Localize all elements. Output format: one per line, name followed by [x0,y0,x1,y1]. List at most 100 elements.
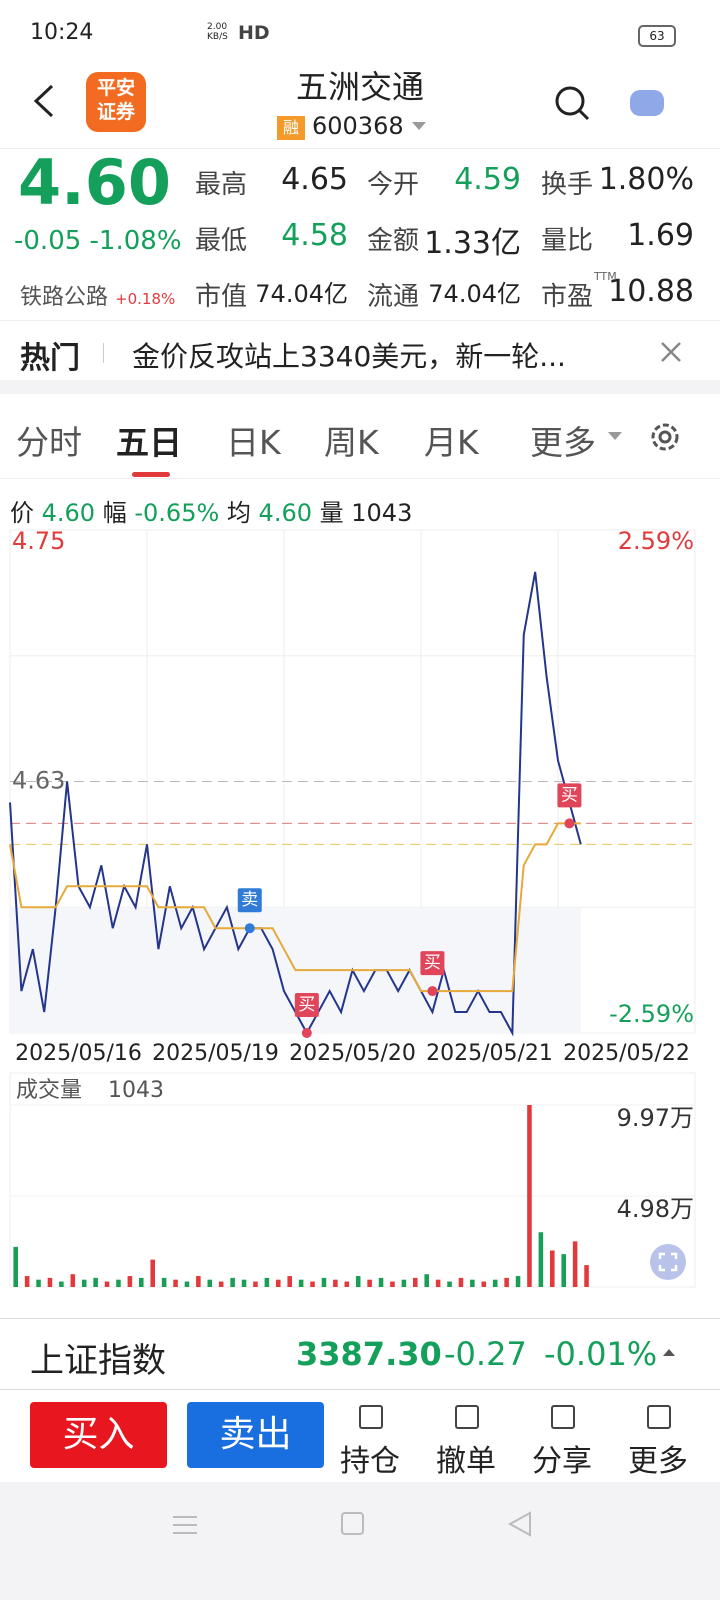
index-value: 3387.30 [296,1335,442,1373]
volume-bar [572,1241,578,1287]
volume-bar [344,1281,350,1287]
x-tick-label: 2025/05/21 [426,1041,553,1066]
field-label: 市盈 [541,282,594,312]
value: 1043 [351,499,413,527]
nav-icons [173,1511,531,1537]
field-value: 4.65 [281,162,348,197]
volume-bar [139,1277,144,1287]
tab[interactable]: 日K [226,423,281,462]
index-name: 上证指数 [30,1341,166,1381]
trade-marker [301,1028,312,1038]
search-icon[interactable] [555,86,585,116]
action-item[interactable]: 更多 [628,1444,688,1479]
close-icon[interactable] [660,341,682,363]
volume-bar [492,1279,498,1287]
volume-bar [390,1281,395,1287]
tab[interactable]: 更多 [530,423,596,462]
volume-bar [161,1277,167,1287]
trade-label: 买 [561,785,578,805]
news-bar[interactable]: 热门 金价反攻站上3340美元，新一轮... [0,320,720,381]
tab[interactable]: 五日 [116,423,182,462]
action-item[interactable]: 撤单 [436,1444,496,1479]
trade-label: 买 [424,953,441,973]
speed-unit: KB/S [207,32,228,42]
y-tick-label: 4.98万 [617,1195,694,1223]
robot-icon[interactable] [630,90,664,116]
trade-badge [557,783,582,808]
action-item[interactable]: 分享 [532,1444,592,1479]
action-item[interactable]: 持仓 [340,1444,400,1479]
field-sup: TTM [594,270,617,283]
volume-bar [458,1277,464,1287]
field-label: 换手 [541,170,594,200]
header-icons [33,72,664,132]
code-caret [412,122,426,130]
volume-bar [81,1279,87,1287]
volume-bar [367,1279,372,1287]
x-tick-label: 2025/05/16 [15,1041,142,1066]
field-label: 流通 [367,282,420,312]
tab[interactable]: 周K [324,423,379,462]
value: -0.65% [134,499,220,527]
volume-bar [355,1276,361,1287]
settings-icon[interactable] [646,418,684,456]
price-change: -0.05 -1.08% [14,226,182,256]
news-tag: 热门 [20,341,80,376]
volume-bar [184,1281,190,1287]
volume-bar [310,1281,315,1287]
tab[interactable]: 分时 [16,423,82,462]
field-label: 金额 [367,226,420,256]
field-value: 4.59 [454,162,521,197]
logo-text: 平安 证券 [86,76,146,124]
news-text: 金价反攻站上3340美元，新一轮... [132,340,566,373]
back-icon[interactable] [33,84,54,118]
sector: 铁路公路 +0.18% [20,279,175,311]
action-icon [647,1405,671,1429]
label: 价 [10,499,34,527]
field-value: 74.04亿 [255,280,348,308]
y2-tick-label: 2.59% [618,527,694,555]
volume-bar [207,1279,213,1287]
search-handle [578,109,590,121]
volume-bar [515,1276,521,1287]
volume-bar [13,1246,18,1287]
x-tick-label: 2025/05/19 [152,1041,279,1066]
index-bar[interactable]: 上证指数 3387.30 -0.27 -0.01% [0,1318,720,1390]
volume-bar [378,1277,384,1287]
info-bar: 价 4.60 幅 -0.65% 均 4.60 量 1043 [10,493,412,528]
field-label: 量比 [541,226,594,256]
y-tick-label: 9.97万 [617,1104,694,1132]
volume-bar [470,1279,475,1287]
volume-title: 成交量 [16,1078,82,1103]
change-pct: -1.08% [89,226,182,256]
volume-bar [481,1281,487,1287]
expand-icon[interactable] [662,1347,676,1357]
logo-line: 证券 [96,101,135,123]
volume-bar [93,1277,98,1287]
trade-label: 买 [298,995,315,1015]
charts: 2025/05/16 2025/05/19 2025/05/20 2025/05/21… [9,527,696,1288]
trade-marker [564,818,575,829]
volume-header [9,1072,696,1106]
volume-value: 1043 [108,1078,164,1103]
volume-bar [241,1279,247,1287]
fullscreen-icon[interactable] [650,1244,686,1280]
volume-bar [70,1274,76,1287]
buy-button[interactable]: 买入 [30,1402,167,1468]
volume-bar [264,1277,270,1287]
x-tick-label: 2025/05/22 [563,1041,690,1066]
sector-name: 铁路公路 [20,285,109,310]
sell-button[interactable]: 卖出 [187,1402,324,1468]
logo [86,72,146,132]
trade-badge [294,993,319,1017]
label: 幅 [102,499,127,527]
tab[interactable]: 月K [424,423,479,462]
field-value: 1.69 [627,218,694,253]
average-line [9,822,581,993]
tab-underline [132,472,170,477]
speed: 2.00 [207,22,228,32]
logo-line: 平安 [96,77,135,99]
value: 4.60 [41,499,96,527]
field-value: 1.33亿 [424,226,521,261]
